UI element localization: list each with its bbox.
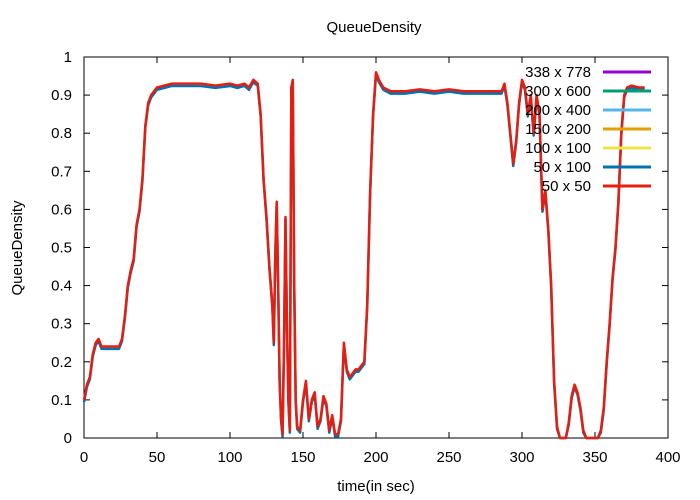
y-tick-label: 0.6: [51, 201, 72, 218]
legend-label: 100 x 100: [525, 140, 591, 157]
legend-label: 200 x 400: [525, 102, 591, 119]
x-axis-title: time(in sec): [337, 478, 415, 495]
y-tick-label: 1: [64, 49, 72, 66]
legend-label: 50 x 50: [542, 178, 591, 195]
x-tick-label: 400: [655, 449, 680, 466]
y-tick-label: 0.2: [51, 354, 72, 371]
legend-label: 300 x 600: [525, 83, 591, 100]
series-line-6: [82, 70, 645, 440]
x-tick-label: 250: [436, 449, 461, 466]
y-tick-label: 0.9: [51, 87, 72, 104]
legend-label: 338 x 778: [525, 64, 591, 81]
y-tick-label: 0: [64, 430, 72, 447]
x-tick-label: 150: [290, 449, 315, 466]
axis-ticks: 0 50 100 150 200 250 300 350 400 0 0.1 0.2 0.3 0.4 0.5…: [51, 49, 680, 466]
series-layer: [82, 70, 645, 440]
x-tick-label: 300: [509, 449, 534, 466]
chart-title: QueueDensity: [326, 19, 422, 36]
x-tick-label: 200: [363, 449, 388, 466]
y-axis-title: QueueDensity: [9, 200, 26, 296]
y-tick-label: 0.3: [51, 316, 72, 333]
y-tick-label: 0.7: [51, 163, 72, 180]
x-tick-label: 0: [80, 449, 88, 466]
legend-label: 150 x 200: [525, 121, 591, 138]
y-tick-label: 0.4: [51, 278, 72, 295]
y-tick-label: 0.1: [51, 392, 72, 409]
legend-label: 50 x 100: [533, 159, 591, 176]
x-tick-label: 100: [217, 449, 242, 466]
legend: 338 x 778 300 x 600 200 x 400 150 x 200 100 …: [525, 64, 651, 195]
y-tick-label: 0.8: [51, 125, 72, 142]
x-tick-label: 350: [582, 449, 607, 466]
x-tick-label: 50: [149, 449, 166, 466]
y-tick-label: 0.5: [51, 240, 72, 257]
